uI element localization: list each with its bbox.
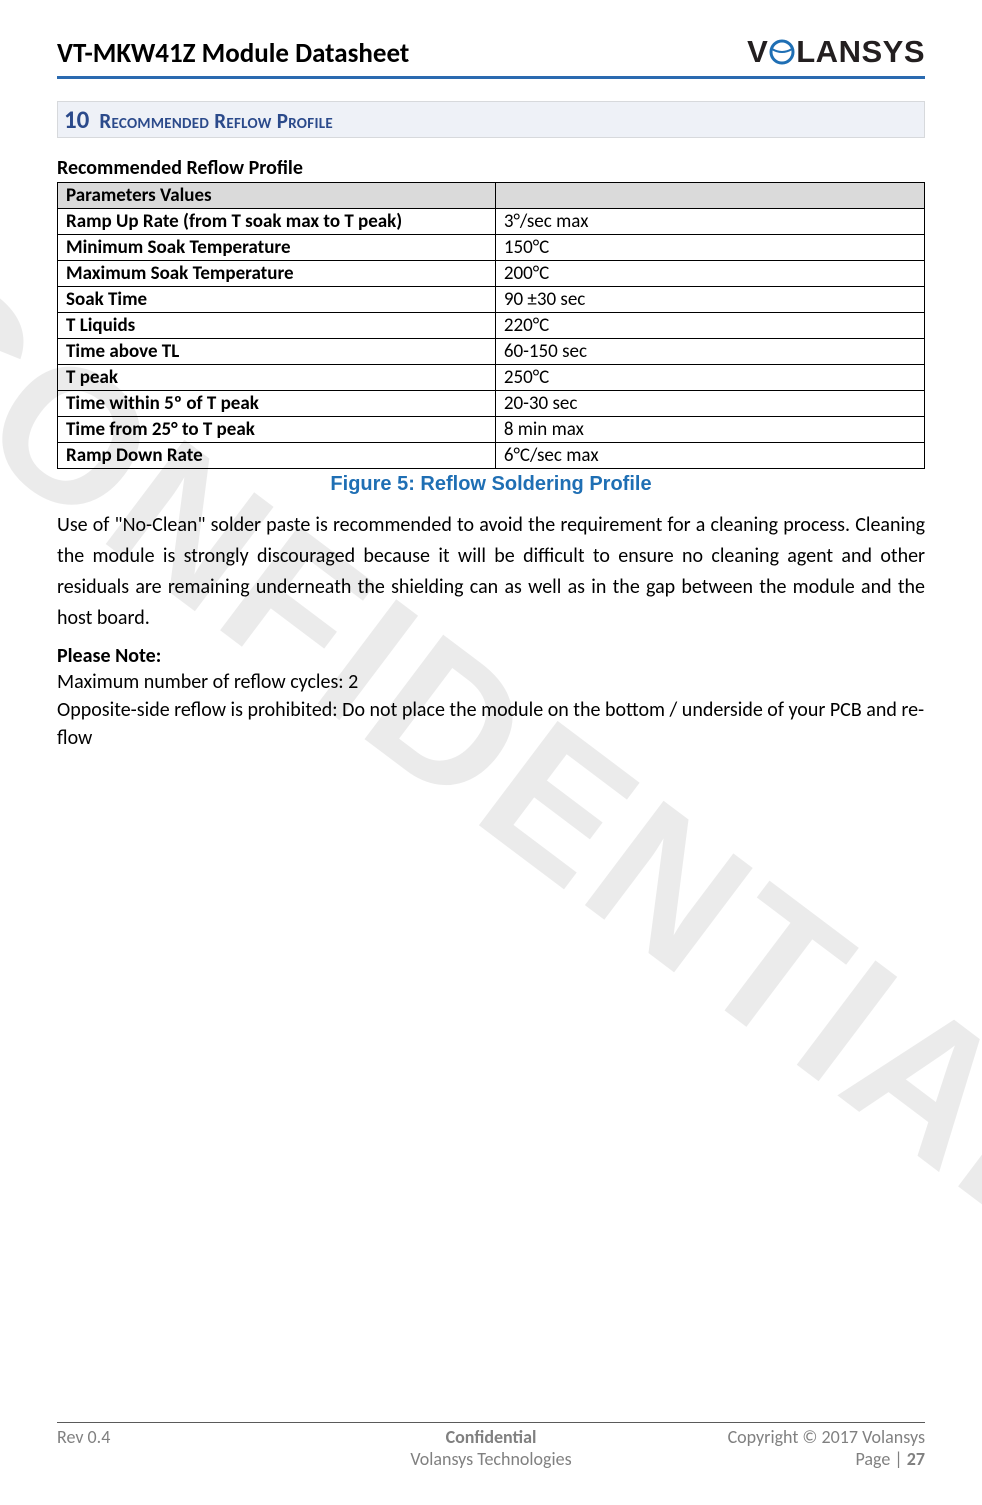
- footer-company: Volansys Technologies: [346, 1448, 635, 1470]
- cell-value: 3°/sec max: [495, 209, 924, 235]
- th-param: Parameters Values: [58, 183, 496, 209]
- section-heading: 10 Recommended Reflow Profile: [57, 101, 925, 138]
- note-line-2: Opposite-side reflow is prohibited: Do n…: [57, 696, 925, 752]
- cell-param: Maximum Soak Temperature: [58, 261, 496, 287]
- footer-copyright: Copyright © 2017 Volansys: [636, 1426, 925, 1448]
- table-row: Time above TL60-150 sec: [58, 339, 925, 365]
- cell-value: 250°C: [495, 365, 924, 391]
- section-number: 10: [64, 104, 89, 135]
- parameters-table: Parameters Values Ramp Up Rate (from T s…: [57, 182, 925, 469]
- th-value: [495, 183, 924, 209]
- table-row: Ramp Down Rate6°C/sec max: [58, 443, 925, 469]
- cell-param: Time above TL: [58, 339, 496, 365]
- cell-value: 200°C: [495, 261, 924, 287]
- footer-confidential: Confidential: [446, 1426, 537, 1448]
- footer-page-number: 27: [907, 1448, 925, 1470]
- cell-value: 6°C/sec max: [495, 443, 924, 469]
- table-header-row: Parameters Values: [58, 183, 925, 209]
- document-title: VT-MKW41Z Module Datasheet: [57, 37, 409, 70]
- cell-param: T Liquids: [58, 313, 496, 339]
- cell-param: Soak Time: [58, 287, 496, 313]
- header-rule: [57, 76, 925, 79]
- cell-value: 20-30 sec: [495, 391, 924, 417]
- section-title-text: Recommended Reflow Profile: [99, 108, 333, 134]
- figure-caption: Figure 5: Reflow Soldering Profile: [57, 473, 925, 496]
- table-subheading: Recommended Reflow Profile: [57, 156, 925, 180]
- footer-rule: [57, 1422, 925, 1423]
- table-row: T peak250°C: [58, 365, 925, 391]
- cell-value: 220°C: [495, 313, 924, 339]
- cell-value: 60-150 sec: [495, 339, 924, 365]
- table-row: Minimum Soak Temperature150°C: [58, 235, 925, 261]
- body-paragraph: Use of "No-Clean" solder paste is recomm…: [57, 510, 925, 634]
- cell-value: 8 min max: [495, 417, 924, 443]
- brand-logo: V LANSYS: [747, 34, 925, 70]
- table-row: Time within 5º of T peak20-30 sec: [58, 391, 925, 417]
- document-header: VT-MKW41Z Module Datasheet V LANSYS: [57, 34, 925, 74]
- table-row: Soak Time90 ±30 sec: [58, 287, 925, 313]
- cell-param: T peak: [58, 365, 496, 391]
- note-line-1: Maximum number of reflow cycles: 2: [57, 668, 925, 696]
- footer-revision: Rev 0.4: [57, 1426, 346, 1448]
- cell-param: Time from 25° to T peak: [58, 417, 496, 443]
- table-row: Ramp Up Rate (from T soak max to T peak)…: [58, 209, 925, 235]
- page-footer: Rev 0.4 Confidential Copyright © 2017 Vo…: [57, 1422, 925, 1470]
- footer-page-label: Page |: [855, 1448, 906, 1470]
- table-row: Time from 25° to T peak8 min max: [58, 417, 925, 443]
- cell-param: Minimum Soak Temperature: [58, 235, 496, 261]
- table-row: Maximum Soak Temperature200°C: [58, 261, 925, 287]
- cell-param: Ramp Down Rate: [58, 443, 496, 469]
- cell-param: Ramp Up Rate (from T soak max to T peak): [58, 209, 496, 235]
- cell-param: Time within 5º of T peak: [58, 391, 496, 417]
- brand-suffix: LANSYS: [796, 34, 925, 70]
- table-row: T Liquids220°C: [58, 313, 925, 339]
- cell-value: 150°C: [495, 235, 924, 261]
- cell-value: 90 ±30 sec: [495, 287, 924, 313]
- note-heading: Please Note:: [57, 644, 925, 668]
- globe-icon: [769, 39, 795, 65]
- brand-prefix: V: [747, 34, 768, 70]
